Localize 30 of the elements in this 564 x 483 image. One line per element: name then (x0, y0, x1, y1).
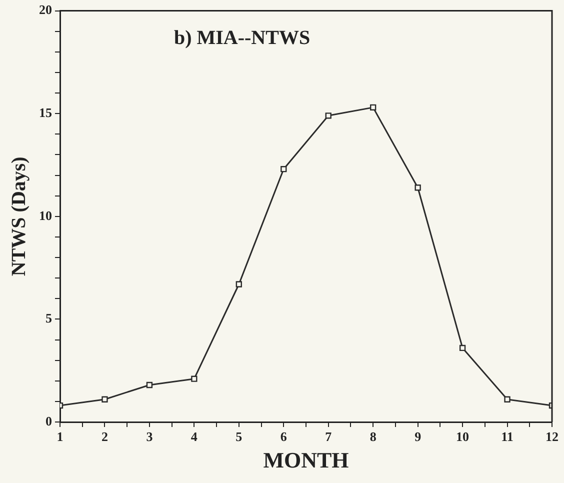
point (146, 382, 153, 388)
y-tick-label: 5 (46, 310, 52, 326)
point (191, 376, 198, 382)
x-tick-label: 3 (146, 429, 154, 444)
y-axis-title: NTWS (Days) (8, 156, 30, 276)
point (102, 396, 108, 402)
point (280, 166, 287, 172)
x-tick-label: 6 (280, 429, 288, 444)
point (236, 281, 242, 288)
point (325, 112, 332, 119)
point (459, 344, 466, 352)
x-tick-label: 5 (236, 429, 243, 444)
x-tick-label: 7 (325, 429, 332, 444)
x-tick-label: 10 (456, 429, 470, 444)
point (370, 104, 376, 111)
y-tick-label: 20 (39, 2, 52, 18)
y-tick-label: 0 (46, 413, 52, 428)
x-tick-label: 2 (101, 429, 108, 444)
x-tick-label: 1 (56, 429, 64, 444)
x-tick-label: 9 (414, 429, 422, 444)
point (504, 396, 510, 402)
x-tick-label: 8 (370, 429, 377, 444)
y-tick-label: 10 (39, 208, 52, 223)
point (414, 184, 421, 191)
x-tick-label: 4 (190, 429, 198, 444)
text: b) MIA--NTWS (174, 26, 310, 49)
x-tick-label: 11 (501, 429, 514, 444)
y-tick-label: 15 (39, 104, 52, 120)
x-axis-title: MONTH (263, 447, 349, 472)
x-tick-label: 12 (546, 429, 558, 444)
